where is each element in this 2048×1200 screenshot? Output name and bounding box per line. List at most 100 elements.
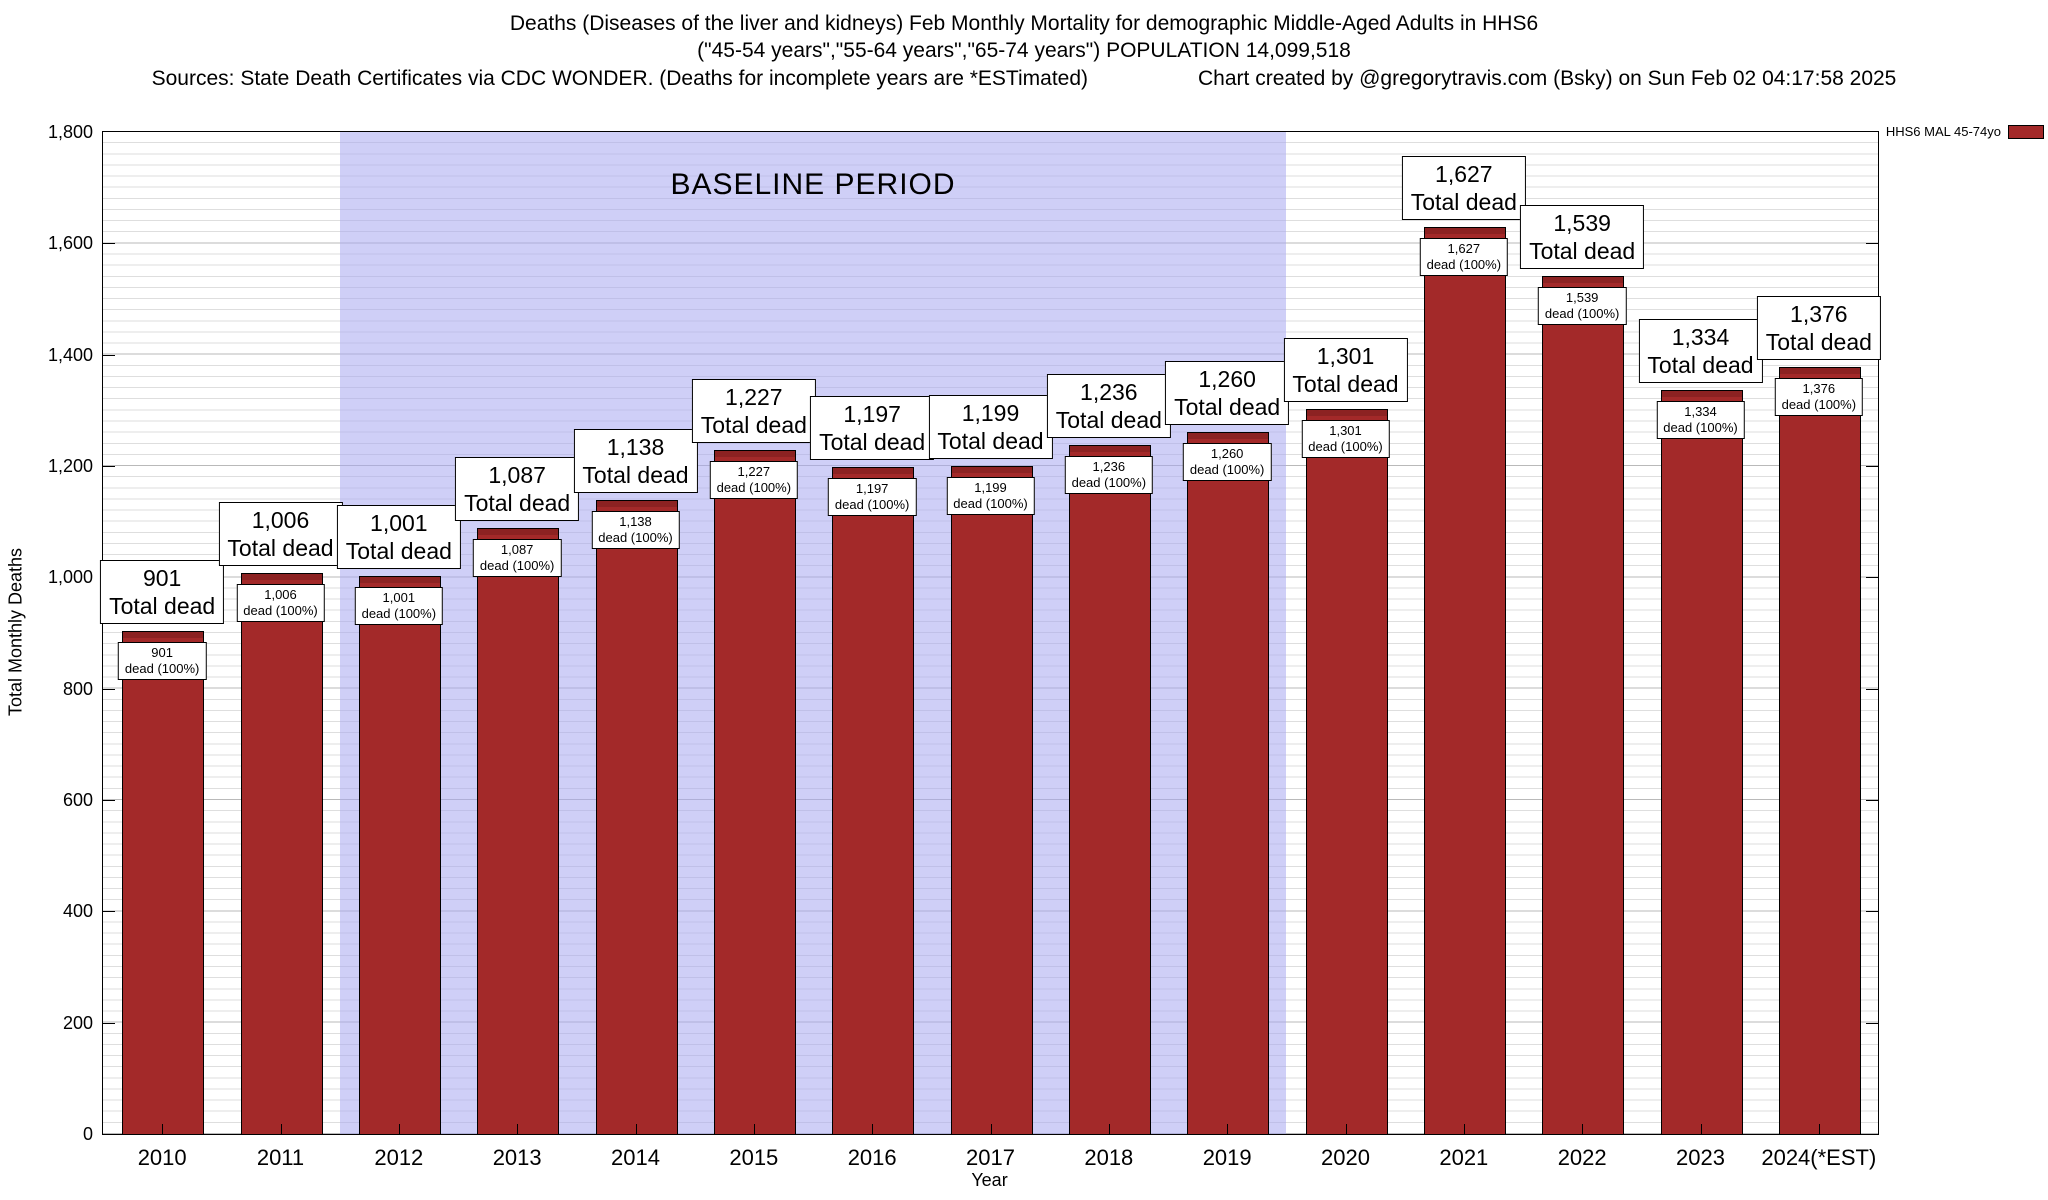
- bar-2018: [1068, 444, 1151, 1134]
- x-tick-label-2017: 2017: [966, 1145, 1015, 1170]
- bar-total-label-2019: 1,260 Total dead: [1165, 360, 1290, 425]
- x-tick-mark: [517, 1124, 519, 1134]
- y-tick-label-1400: 1,400: [47, 344, 93, 365]
- bar-2016: [832, 466, 915, 1134]
- bar-value-label-2019: 1,260 dead (100%): [1182, 442, 1272, 481]
- bar-value-label-2021: 1,627 dead (100%): [1419, 238, 1509, 277]
- x-tick-mark: [872, 1124, 874, 1134]
- bar-2019: [1187, 431, 1270, 1134]
- y-tick-mark: [1866, 1022, 1878, 1024]
- bar-total-label-2010: 901 Total dead: [100, 560, 225, 625]
- bar-total-label-2023: 1,334 Total dead: [1638, 319, 1763, 384]
- y-tick-mark: [1866, 911, 1878, 913]
- bar-value-label-2015: 1,227 dead (100%): [709, 460, 799, 499]
- x-tick-mark: [398, 1124, 400, 1134]
- bar-value-label-2016: 1,197 dead (100%): [827, 477, 917, 516]
- bar-2012: [358, 575, 441, 1134]
- bar-total-label-2012: 1,001 Total dead: [336, 504, 461, 569]
- legend-swatch-icon: [2008, 124, 2044, 139]
- bar-2010: [122, 631, 205, 1134]
- y-tick-mark: [1866, 800, 1878, 801]
- y-tick-mark: [1866, 577, 1878, 579]
- bar-value-label-2020: 1,301 dead (100%): [1301, 419, 1390, 458]
- bar-2011: [240, 573, 323, 1134]
- x-tick-mark: [1818, 1124, 1820, 1134]
- x-tick-label-2023: 2023: [1676, 1145, 1725, 1170]
- y-tick-mark: [1866, 243, 1878, 245]
- x-tick-mark: [990, 1124, 992, 1134]
- bar-2022: [1542, 276, 1625, 1134]
- y-tick-mark: [103, 688, 115, 690]
- x-axis-title: Year: [971, 1170, 1008, 1190]
- y-tick-label-200: 200: [62, 1012, 93, 1033]
- y-tick-mark: [103, 466, 115, 467]
- y-tick-mark: [103, 354, 115, 356]
- y-tick-label-1200: 1,200: [47, 456, 93, 476]
- y-tick-label-1000: 1,000: [47, 567, 93, 588]
- x-tick-mark: [162, 1124, 164, 1134]
- bar-total-label-2011: 1,006 Total dead: [218, 502, 343, 566]
- bar-value-label-2013: 1,087 dead (100%): [472, 538, 562, 577]
- x-tick-label-2022: 2022: [1557, 1145, 1607, 1170]
- bar-2017: [950, 465, 1033, 1134]
- bar-value-label-2014: 1,138 dead (100%): [591, 510, 680, 549]
- y-tick-label-1800: 1,800: [47, 122, 93, 142]
- bar-2024(*EST): [1778, 367, 1861, 1134]
- legend-label: HHS6 MAL 45-74yo: [1885, 124, 2001, 139]
- bar-value-label-2012: 1,001 dead (100%): [354, 586, 444, 625]
- y-tick-label-1600: 1,600: [47, 233, 93, 254]
- x-tick-mark: [1700, 1124, 1702, 1134]
- x-tick-label-2019: 2019: [1202, 1145, 1252, 1170]
- x-tick-mark: [1108, 1124, 1110, 1134]
- chart-header: Deaths (Diseases of the liver and kidney…: [0, 10, 2048, 92]
- x-tick-label-2010: 2010: [137, 1145, 187, 1170]
- credit-text: Chart created by @gregorytravis.com (Bsk…: [1198, 67, 1897, 90]
- x-tick-label-2020: 2020: [1321, 1145, 1370, 1170]
- x-tick-label-2015: 2015: [729, 1145, 779, 1170]
- y-tick-label-0: 0: [82, 1124, 93, 1144]
- bar-2015: [713, 449, 796, 1134]
- x-tick-label-2024(*EST): 2024(*EST): [1761, 1145, 1877, 1170]
- x-tick-mark: [280, 1124, 282, 1134]
- x-tick-mark: [1582, 1124, 1584, 1134]
- baseline-period-label: BASELINE PERIOD: [670, 168, 956, 201]
- bar-total-label-2014: 1,138 Total dead: [573, 428, 698, 493]
- y-tick-mark: [103, 1022, 115, 1024]
- bar-total-label-2021: 1,627 Total dead: [1401, 156, 1526, 221]
- bar-total-label-2013: 1,087 Total dead: [455, 456, 580, 521]
- y-tick-mark: [1866, 466, 1878, 467]
- bar-value-label-2024(*EST): 1,376 dead (100%): [1774, 378, 1864, 417]
- bar-total-label-2016: 1,197 Total dead: [810, 395, 935, 460]
- bar-value-label-2011: 1,006 dead (100%): [236, 583, 325, 622]
- bar-total-label-2024(*EST): 1,376 Total dead: [1756, 296, 1881, 361]
- bar-value-label-2010: 901 dead (100%): [117, 642, 207, 681]
- sources-row: Sources: State Death Certificates via CD…: [0, 65, 2048, 92]
- title-line-1: Deaths (Diseases of the liver and kidney…: [509, 12, 1539, 35]
- x-tick-label-2018: 2018: [1084, 1145, 1134, 1170]
- x-tick-label-2012: 2012: [374, 1145, 424, 1170]
- bar-2023: [1660, 390, 1743, 1134]
- y-tick-mark: [1866, 688, 1878, 690]
- bar-2020: [1305, 408, 1388, 1134]
- x-tick-mark: [753, 1124, 755, 1134]
- bar-total-label-2015: 1,227 Total dead: [691, 378, 816, 443]
- y-tick-mark: [103, 243, 115, 245]
- bar-value-label-2022: 1,539 dead (100%): [1537, 287, 1627, 326]
- y-tick-mark: [103, 911, 115, 913]
- sources-text: Sources: State Death Certificates via CD…: [151, 67, 1089, 90]
- title-line-2: ("45-54 years","55-64 years","65-74 year…: [697, 39, 1351, 62]
- x-tick-label-2014: 2014: [611, 1145, 660, 1170]
- bar-total-label-2022: 1,539 Total dead: [1520, 205, 1645, 270]
- bar-total-label-2017: 1,199 Total dead: [928, 394, 1053, 459]
- bar-value-label-2017: 1,199 dead (100%): [946, 476, 1035, 515]
- x-tick-mark: [635, 1124, 637, 1134]
- x-tick-mark: [1345, 1124, 1347, 1134]
- bar-2021: [1423, 227, 1506, 1134]
- y-tick-label-800: 800: [62, 678, 93, 699]
- bar-value-label-2018: 1,236 dead (100%): [1064, 455, 1154, 494]
- bar-2013: [477, 527, 560, 1134]
- legend: HHS6 MAL 45-74yo: [1886, 124, 2044, 139]
- bar-value-label-2023: 1,334 dead (100%): [1656, 401, 1745, 440]
- x-tick-label-2011: 2011: [256, 1145, 305, 1170]
